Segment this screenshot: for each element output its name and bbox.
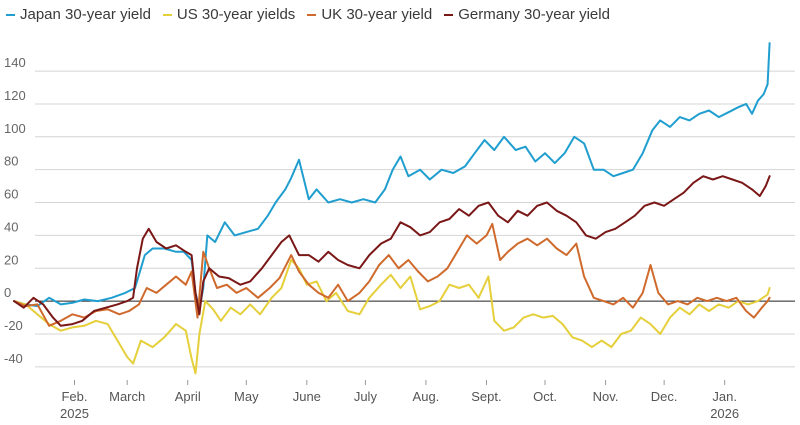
y-tick-label: 0 bbox=[4, 285, 11, 300]
x-tick-label: June bbox=[293, 389, 321, 404]
legend-item: UK 30-year yield bbox=[307, 6, 432, 23]
y-tick-label: 40 bbox=[4, 219, 18, 234]
y-tick-label: 20 bbox=[4, 252, 18, 267]
legend-label: Germany 30-year yield bbox=[458, 6, 610, 23]
x-tick-label: July bbox=[354, 389, 378, 404]
y-tick-label: 140 bbox=[4, 55, 26, 70]
x-tick-label: Nov. bbox=[593, 389, 619, 404]
legend-item: Japan 30-year yield bbox=[6, 6, 151, 23]
x-tick-sublabel: 2026 bbox=[710, 406, 739, 420]
x-tick-label: April bbox=[175, 389, 201, 404]
x-tick-label: March bbox=[109, 389, 145, 404]
legend-label: UK 30-year yield bbox=[321, 6, 433, 23]
x-tick-label: Oct. bbox=[533, 389, 557, 404]
legend-swatch bbox=[444, 13, 454, 16]
y-tick-label: 80 bbox=[4, 154, 18, 169]
y-tick-label: -40 bbox=[4, 351, 23, 366]
x-tick-label: Sept. bbox=[471, 389, 501, 404]
x-tick-label: May bbox=[234, 389, 259, 404]
series-line-uk-30-year-yield bbox=[13, 222, 771, 327]
y-tick-label: 120 bbox=[4, 88, 26, 103]
legend-item: Germany 30-year yield bbox=[444, 6, 610, 23]
y-tick-label: 60 bbox=[4, 187, 18, 202]
x-tick-label: Feb. bbox=[61, 389, 87, 404]
legend-swatch bbox=[307, 13, 317, 16]
x-tick-label: Dec. bbox=[651, 389, 678, 404]
series-line-japan-30-year-yield bbox=[13, 42, 771, 311]
series-line-us-30-year-yields bbox=[13, 259, 771, 375]
x-tick-label: Jan. bbox=[712, 389, 737, 404]
y-tick-label: -20 bbox=[4, 318, 23, 333]
legend-swatch bbox=[162, 13, 172, 16]
series-line-germany-30-year-yield bbox=[13, 175, 771, 327]
legend-label: Japan 30-year yield bbox=[20, 6, 151, 23]
legend-item: US 30-year yields bbox=[162, 6, 296, 23]
x-tick-sublabel: 2025 bbox=[60, 406, 89, 420]
legend-label: US 30-year yields bbox=[176, 6, 296, 23]
x-tick-label: Aug. bbox=[413, 389, 440, 404]
legend: Japan 30-year yield US 30-year yields UK 3… bbox=[6, 6, 622, 23]
legend-swatch bbox=[6, 13, 15, 16]
y-tick-label: 100 bbox=[4, 121, 26, 136]
